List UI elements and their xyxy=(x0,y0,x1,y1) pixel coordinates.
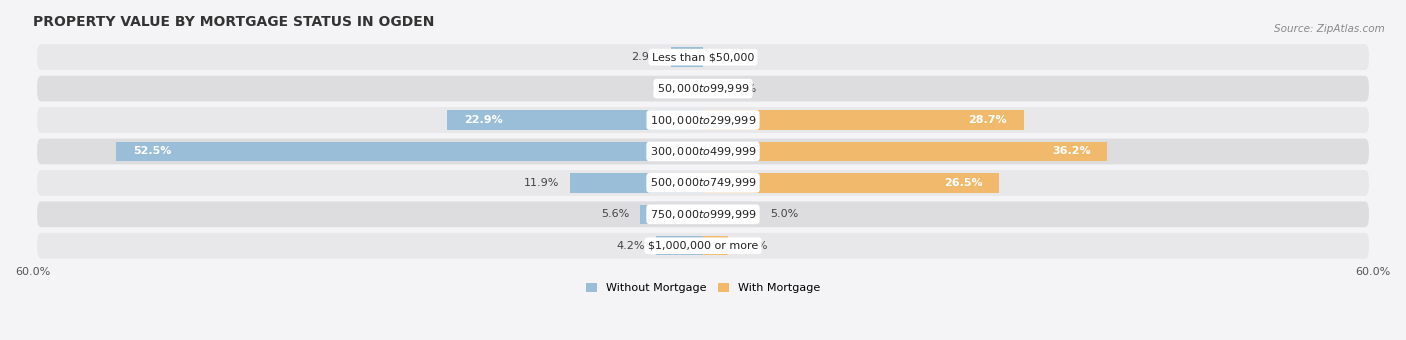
Text: 26.5%: 26.5% xyxy=(943,178,983,188)
Text: 1.3%: 1.3% xyxy=(728,84,756,94)
FancyBboxPatch shape xyxy=(37,139,1369,164)
Legend: Without Mortgage, With Mortgage: Without Mortgage, With Mortgage xyxy=(582,279,824,298)
Text: 28.7%: 28.7% xyxy=(969,115,1007,125)
Bar xyxy=(671,48,703,67)
FancyBboxPatch shape xyxy=(37,107,1369,133)
Text: 0.0%: 0.0% xyxy=(652,84,681,94)
Bar xyxy=(569,173,703,193)
Text: 4.2%: 4.2% xyxy=(616,241,645,251)
Text: $750,000 to $999,999: $750,000 to $999,999 xyxy=(650,208,756,221)
Text: 52.5%: 52.5% xyxy=(134,147,172,156)
Bar xyxy=(703,236,727,255)
FancyBboxPatch shape xyxy=(37,233,1369,259)
Text: Less than $50,000: Less than $50,000 xyxy=(652,52,754,62)
Bar xyxy=(117,142,703,161)
Text: 36.2%: 36.2% xyxy=(1052,147,1091,156)
FancyBboxPatch shape xyxy=(37,76,1369,101)
Text: Source: ZipAtlas.com: Source: ZipAtlas.com xyxy=(1274,24,1385,34)
Text: 0.0%: 0.0% xyxy=(725,52,754,62)
Text: $500,000 to $749,999: $500,000 to $749,999 xyxy=(650,176,756,189)
Text: 22.9%: 22.9% xyxy=(464,115,503,125)
Bar xyxy=(703,79,717,98)
Bar xyxy=(703,142,1108,161)
Text: 11.9%: 11.9% xyxy=(523,178,558,188)
Bar xyxy=(703,110,1024,130)
Bar xyxy=(703,173,1000,193)
Text: 2.2%: 2.2% xyxy=(738,241,768,251)
Bar xyxy=(657,236,703,255)
Text: $300,000 to $499,999: $300,000 to $499,999 xyxy=(650,145,756,158)
FancyBboxPatch shape xyxy=(37,170,1369,196)
Text: $1,000,000 or more: $1,000,000 or more xyxy=(648,241,758,251)
Text: 5.0%: 5.0% xyxy=(770,209,799,219)
Bar xyxy=(447,110,703,130)
Bar xyxy=(703,205,759,224)
FancyBboxPatch shape xyxy=(37,201,1369,227)
Text: 5.6%: 5.6% xyxy=(600,209,630,219)
Bar xyxy=(640,205,703,224)
Text: $100,000 to $299,999: $100,000 to $299,999 xyxy=(650,114,756,126)
Text: PROPERTY VALUE BY MORTGAGE STATUS IN OGDEN: PROPERTY VALUE BY MORTGAGE STATUS IN OGD… xyxy=(32,15,434,29)
Text: $50,000 to $99,999: $50,000 to $99,999 xyxy=(657,82,749,95)
FancyBboxPatch shape xyxy=(37,44,1369,70)
Text: 2.9%: 2.9% xyxy=(631,52,659,62)
